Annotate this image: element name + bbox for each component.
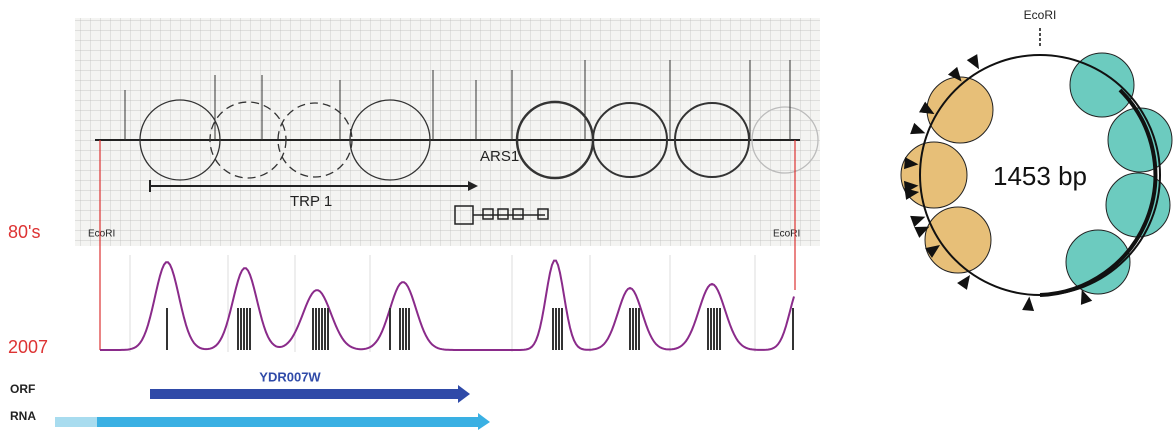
occupancy-profile	[100, 261, 794, 350]
plasmid-size: 1453 bp	[993, 161, 1087, 191]
profile-frame	[130, 255, 755, 352]
grid-lines	[75, 18, 820, 246]
plasmid-ecori: EcoRI	[1024, 8, 1057, 22]
trp1-label: TRP 1	[290, 193, 332, 210]
rna-label: RNA	[10, 409, 36, 423]
ecori-right: EcoRI	[773, 229, 800, 240]
figure: TRP 1 ARS1 EcoRI EcoRI 80's 2007 ORF YDR…	[0, 0, 1174, 430]
orf-arrow	[150, 385, 470, 403]
orf-name: YDR007W	[259, 369, 321, 384]
arrowhead	[910, 211, 927, 227]
ecori-left: EcoRI	[88, 229, 115, 240]
era-2007: 2007	[8, 337, 48, 357]
orf-label: ORF	[10, 382, 35, 396]
rna-arrow	[97, 413, 490, 430]
arrowhead	[910, 123, 927, 139]
arrowhead	[1022, 296, 1035, 311]
rna-faint	[55, 417, 97, 427]
era-80s: 80's	[8, 222, 40, 242]
ars1-label: ARS1	[480, 148, 519, 165]
